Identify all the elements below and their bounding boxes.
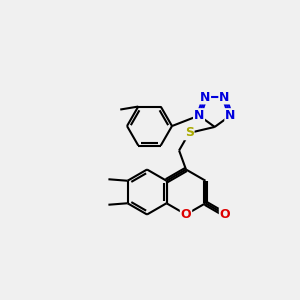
Text: S: S	[185, 126, 194, 140]
Text: N: N	[200, 91, 210, 103]
Text: O: O	[181, 208, 191, 221]
Text: N: N	[219, 91, 230, 103]
Text: N: N	[194, 109, 204, 122]
Text: O: O	[220, 208, 230, 221]
Text: N: N	[225, 109, 236, 122]
